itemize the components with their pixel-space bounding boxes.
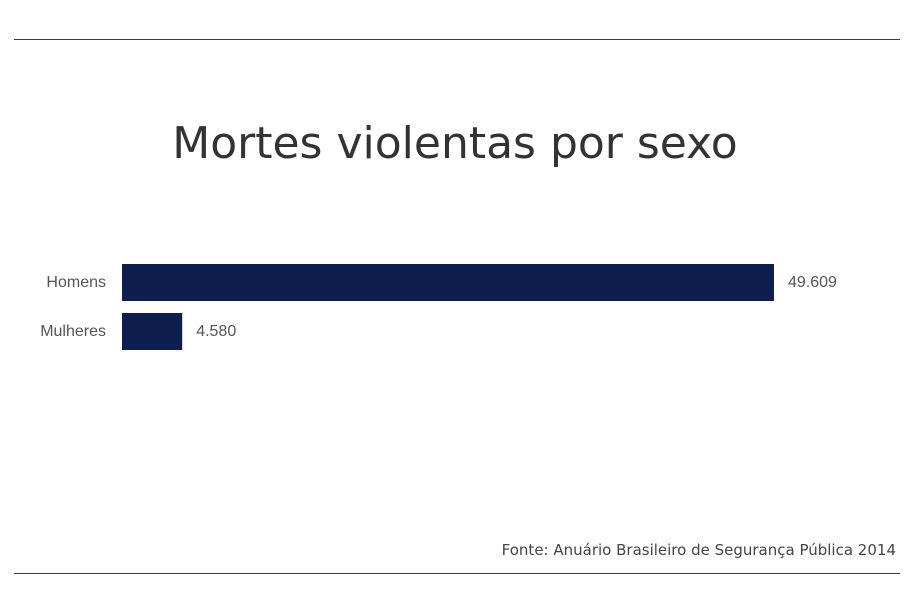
chart-title: Mortes violentas por sexo [172,118,738,169]
category-label-homens: Homens [46,274,106,291]
category-label-mulheres: Mulheres [40,323,106,340]
bar-mulheres [122,313,183,350]
value-label-mulheres: 4.580 [196,323,236,340]
top-divider [14,39,900,40]
value-label-homens: 49.609 [788,274,837,291]
bar-homens [122,264,774,301]
source-note: Fonte: Anuário Brasileiro de Segurança P… [501,541,896,559]
bottom-divider [14,573,900,574]
